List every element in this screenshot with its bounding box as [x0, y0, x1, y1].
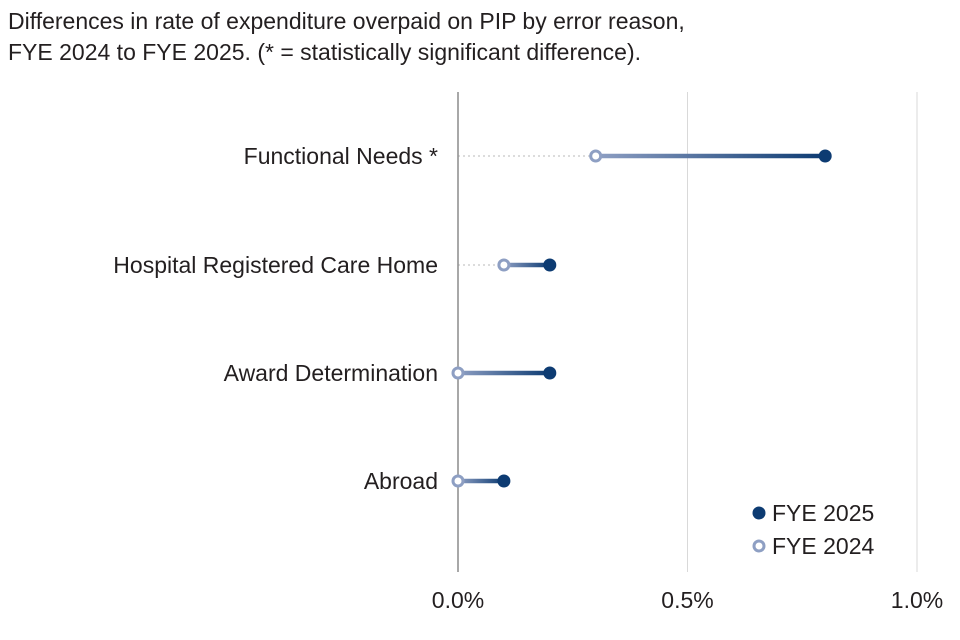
point-fye-2025 — [818, 149, 832, 163]
point-fye-2025 — [497, 474, 511, 488]
category-label: Hospital Registered Care Home — [113, 252, 438, 278]
point-fye-2025 — [543, 258, 557, 272]
point-fye-2024 — [451, 366, 465, 380]
x-tick-label: 0.0% — [432, 587, 484, 613]
point-fye-2024 — [497, 258, 511, 272]
point-fye-2024 — [589, 149, 603, 163]
chart-title: Differences in rate of expenditure overp… — [8, 6, 948, 68]
guide-lines — [458, 155, 596, 266]
legend-marker-fye-2024 — [752, 539, 766, 553]
legend-label: FYE 2025 — [772, 500, 874, 526]
legend-marker-fye-2025 — [752, 506, 766, 520]
point-fye-2025 — [543, 366, 557, 380]
x-tick-label: 1.0% — [891, 587, 943, 613]
category-label: Abroad — [364, 468, 438, 494]
x-tick-label: 0.5% — [661, 587, 713, 613]
point-fye-2024 — [451, 474, 465, 488]
category-label: Award Determination — [224, 360, 438, 386]
gridlines — [687, 92, 918, 572]
legend-label: FYE 2024 — [772, 533, 874, 559]
legend: FYE 2025 FYE 2024 — [752, 500, 874, 559]
chart-title-line-2: FYE 2024 to FYE 2025. (* = statistically… — [8, 39, 642, 65]
chart-title-line-1: Differences in rate of expenditure overp… — [8, 8, 685, 34]
category-labels: Functional Needs * Hospital Registered Ca… — [113, 143, 438, 494]
category-label: Functional Needs * — [244, 143, 438, 169]
dumbbell-bars — [451, 149, 832, 488]
x-axis: 0.0% 0.5% 1.0% — [432, 92, 943, 613]
